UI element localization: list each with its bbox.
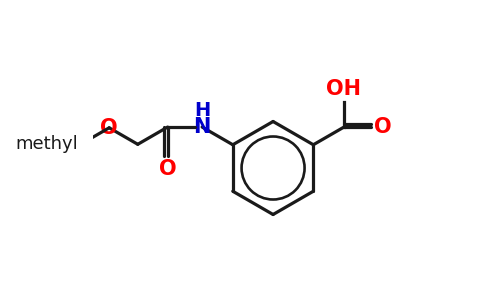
- Text: H: H: [194, 100, 210, 119]
- Text: O: O: [159, 158, 177, 178]
- Text: O: O: [100, 118, 118, 138]
- Text: OH: OH: [327, 79, 362, 99]
- Text: N: N: [194, 117, 211, 137]
- Text: methyl: methyl: [15, 135, 78, 153]
- Text: O: O: [374, 117, 392, 137]
